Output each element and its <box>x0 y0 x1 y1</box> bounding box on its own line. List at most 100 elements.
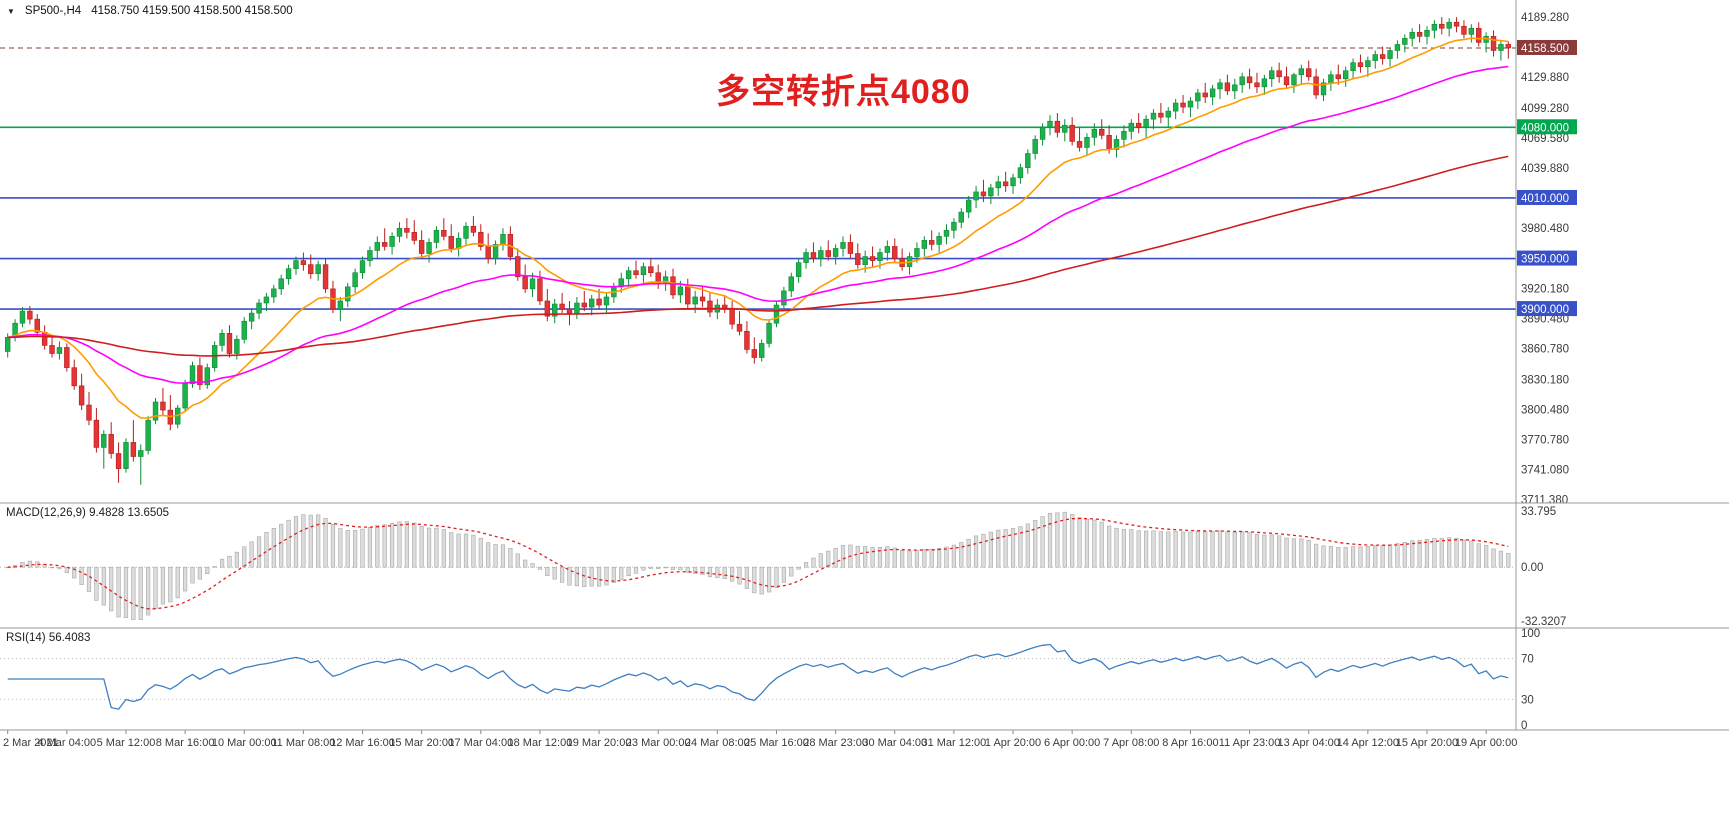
candle-body <box>810 252 817 259</box>
macd-histogram-bar <box>412 522 417 568</box>
macd-histogram-bar <box>796 566 801 570</box>
candle-body <box>1276 70 1282 78</box>
symbol-dropdown-icon[interactable]: ▼ <box>7 6 15 16</box>
time-label: 8 Apr 16:00 <box>1162 737 1218 749</box>
macd-histogram-bar <box>619 566 624 580</box>
candle-body <box>285 268 292 280</box>
ma-mid-line <box>7 65 1509 384</box>
candle-body <box>300 260 307 265</box>
macd-histogram-bar <box>94 566 99 601</box>
candle-body <box>1106 135 1112 150</box>
macd-histogram-bar <box>1336 547 1341 568</box>
horizontal-lines[interactable] <box>0 47 1516 310</box>
candle-body <box>1505 44 1512 49</box>
candle-body <box>929 240 935 245</box>
macd-histogram-bar <box>1506 553 1511 568</box>
macd-histogram-bar <box>64 566 69 574</box>
macd-histogram-bar <box>1314 543 1319 568</box>
macd-histogram-bar <box>744 566 750 589</box>
macd-histogram-bar <box>1254 534 1260 568</box>
price-line-badge-label: 3900.000 <box>1521 304 1569 316</box>
macd-histogram-bar <box>907 550 912 568</box>
macd-histogram-bar <box>508 547 513 568</box>
candle-body <box>529 278 536 290</box>
macd-histogram-bar <box>1062 511 1067 568</box>
candle-body <box>1217 82 1223 90</box>
price-grid-label: 4069.580 <box>1521 133 1569 145</box>
macd-histogram-bar <box>560 566 565 583</box>
candle-body <box>1306 68 1312 78</box>
candle-body <box>130 442 137 457</box>
candle-body <box>625 270 632 280</box>
macd-axis-label: 33.795 <box>1521 506 1556 518</box>
macd-histogram-bar <box>360 528 365 568</box>
candle-body <box>914 248 920 257</box>
macd-histogram-bar <box>759 566 764 595</box>
macd-histogram-bar <box>375 524 380 568</box>
macd-histogram-bar <box>574 566 579 587</box>
macd-histogram-bar <box>1040 516 1045 568</box>
candle-body <box>1453 21 1460 27</box>
candle-body <box>943 229 950 237</box>
candle-body <box>995 181 1001 189</box>
candle-body <box>951 221 957 231</box>
macd-histogram-bar <box>877 547 883 568</box>
time-label: 24 Mar 08:00 <box>685 737 750 749</box>
macd-histogram-bar <box>353 529 358 568</box>
price-grid-label: 4039.880 <box>1521 163 1569 175</box>
candle-body <box>1025 153 1031 168</box>
candle-body <box>1409 32 1415 39</box>
candle-body <box>56 347 63 354</box>
candle-body <box>1032 139 1038 154</box>
candle-body <box>93 419 100 448</box>
candle-body <box>337 300 344 310</box>
macd-histogram-bar <box>1121 529 1127 568</box>
candle-body <box>1490 36 1497 51</box>
macd-histogram-bar <box>382 524 387 568</box>
candle-body <box>485 246 491 259</box>
candle-body <box>256 302 262 314</box>
macd-panel: 33.795 0.00 -32.3207 <box>0 506 1566 628</box>
candle-body <box>515 256 521 278</box>
time-label: 30 Mar 04:00 <box>862 737 927 749</box>
macd-histogram-bar <box>596 566 602 587</box>
macd-axis-label: 0.00 <box>1521 562 1543 574</box>
macd-histogram-bar <box>153 566 158 609</box>
macd-histogram-bar <box>656 566 661 570</box>
candle-body <box>670 276 676 296</box>
macd-histogram-bar <box>271 527 276 568</box>
candle-body <box>226 333 233 354</box>
macd-histogram-bar <box>345 530 350 568</box>
candle-body <box>441 229 447 237</box>
macd-histogram-bar <box>49 566 55 569</box>
candle-body <box>1372 54 1378 61</box>
candle-body <box>1062 124 1068 133</box>
candle-body <box>781 290 787 306</box>
macd-histogram-bar <box>1003 529 1008 568</box>
candle-body <box>773 304 780 324</box>
time-label: 2 Mar 2021 <box>3 737 59 749</box>
candle-body <box>4 337 11 352</box>
macd-histogram-bar <box>79 566 84 585</box>
macd-histogram-bar <box>1173 531 1178 568</box>
macd-histogram-bar <box>1195 531 1200 568</box>
candle-body <box>1379 54 1386 59</box>
candle-body <box>685 286 691 305</box>
macd-histogram-bar <box>774 566 779 589</box>
candle-body <box>1335 74 1341 80</box>
price-line-badge-label: 3950.000 <box>1521 254 1569 266</box>
ma-slow-line <box>7 155 1509 357</box>
rsi-axis-label: 0 <box>1521 720 1527 732</box>
candle-body <box>588 298 595 308</box>
rsi-axis-label: 70 <box>1521 654 1534 666</box>
candle-body <box>263 296 270 304</box>
price-axis[interactable]: 4189.280 4129.880 4099.280 4069.580 4039.880… <box>1517 12 1577 507</box>
macd-histogram-bar <box>678 566 683 571</box>
candle-body <box>544 300 551 317</box>
candle-body <box>308 264 314 275</box>
time-label: 11 Mar 08:00 <box>271 737 335 749</box>
time-label: 19 Mar 20:00 <box>567 737 632 749</box>
price-grid-label: 3890.480 <box>1521 314 1569 326</box>
